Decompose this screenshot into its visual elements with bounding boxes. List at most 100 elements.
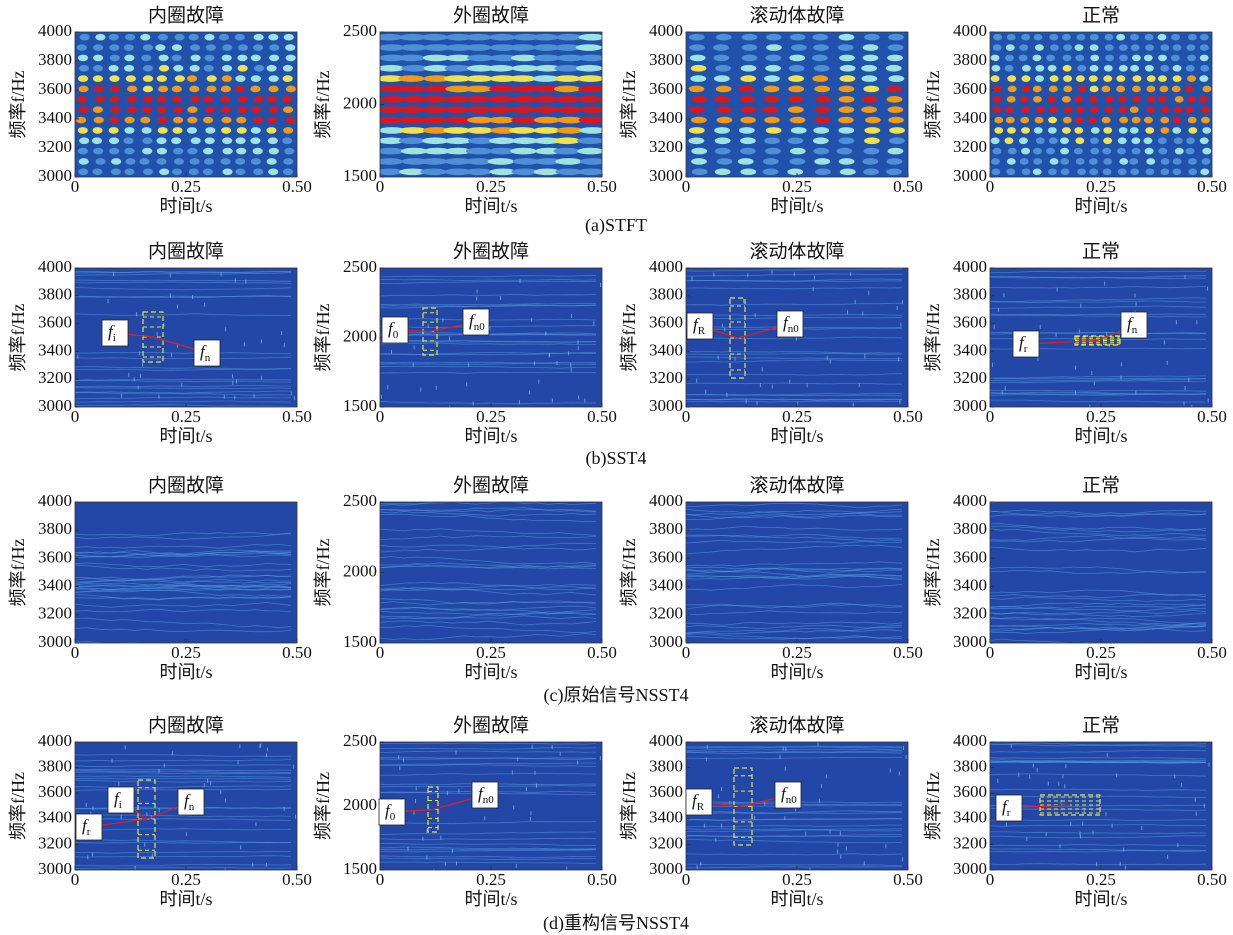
blob bbox=[421, 158, 448, 165]
blob bbox=[238, 96, 248, 103]
blob bbox=[95, 34, 105, 41]
blob bbox=[812, 55, 828, 62]
blob bbox=[187, 127, 197, 134]
blob bbox=[1185, 106, 1194, 113]
blob bbox=[1050, 75, 1059, 82]
blob bbox=[789, 158, 805, 165]
blob bbox=[790, 34, 806, 41]
blob bbox=[205, 127, 215, 134]
blob bbox=[1074, 127, 1083, 134]
blob bbox=[1158, 55, 1167, 62]
y-axis-label: 频率f/Hz bbox=[8, 538, 28, 606]
blob bbox=[1061, 169, 1070, 176]
x-tick-label: 0.50 bbox=[893, 643, 923, 662]
blob bbox=[222, 55, 232, 62]
blob bbox=[1005, 137, 1014, 144]
y-tick-label: 3800 bbox=[38, 50, 72, 69]
blob bbox=[1090, 44, 1099, 51]
blob bbox=[839, 55, 855, 62]
x-tick-label: 0 bbox=[71, 177, 80, 196]
x-axis-label: 时间t/s bbox=[464, 196, 517, 216]
blob bbox=[1171, 55, 1180, 62]
blob bbox=[238, 44, 248, 51]
blob bbox=[1105, 55, 1114, 62]
y-tick-label: 4000 bbox=[38, 491, 72, 510]
blob bbox=[1007, 34, 1016, 41]
blob bbox=[400, 127, 427, 134]
blob bbox=[1201, 117, 1210, 124]
x-axis-label: 时间t/s bbox=[1074, 662, 1127, 682]
blob bbox=[79, 65, 89, 72]
blob bbox=[576, 65, 603, 72]
y-tick-label: 3000 bbox=[953, 396, 987, 415]
blob bbox=[886, 65, 902, 72]
blob bbox=[1077, 65, 1086, 72]
annotation-sub: R bbox=[698, 325, 706, 337]
panel-title: 内圈故障 bbox=[148, 474, 224, 496]
blob bbox=[253, 44, 263, 51]
blob bbox=[1145, 127, 1154, 134]
y-tick-label: 3200 bbox=[38, 368, 72, 387]
blob bbox=[283, 158, 293, 165]
blob bbox=[814, 86, 830, 93]
y-tick-label: 4000 bbox=[38, 21, 72, 40]
blob bbox=[813, 148, 829, 155]
blob bbox=[887, 96, 903, 103]
blob bbox=[172, 44, 182, 51]
spectrogram-bg bbox=[75, 502, 297, 643]
annotation-sub: i bbox=[119, 799, 122, 811]
blob bbox=[1105, 44, 1114, 51]
blob bbox=[1174, 106, 1183, 113]
blob bbox=[1050, 158, 1059, 165]
blob bbox=[157, 117, 167, 124]
blob bbox=[740, 148, 756, 155]
blob bbox=[157, 148, 167, 155]
blob bbox=[1202, 127, 1211, 134]
blob bbox=[222, 169, 232, 176]
blob bbox=[554, 75, 581, 82]
blob bbox=[93, 44, 103, 51]
blob bbox=[554, 86, 581, 93]
x-tick-label: 0.25 bbox=[171, 643, 201, 662]
blob bbox=[788, 96, 804, 103]
x-tick-label: 0 bbox=[682, 643, 691, 662]
spectrogram bbox=[686, 32, 908, 177]
blob bbox=[421, 34, 448, 41]
spectrogram-bg bbox=[686, 32, 908, 177]
blob bbox=[284, 148, 294, 155]
blob bbox=[1006, 44, 1015, 51]
blob bbox=[1200, 55, 1209, 62]
blob bbox=[1133, 75, 1142, 82]
blob bbox=[1062, 34, 1071, 41]
blob bbox=[791, 127, 807, 134]
blob bbox=[187, 117, 197, 124]
y-tick-label: 3400 bbox=[649, 576, 683, 595]
blob bbox=[1075, 44, 1084, 51]
blob bbox=[221, 158, 231, 165]
blob bbox=[143, 169, 153, 176]
blob bbox=[688, 86, 704, 93]
blob bbox=[204, 34, 214, 41]
y-tick-label: 3400 bbox=[953, 808, 987, 827]
blob bbox=[840, 75, 856, 82]
y-axis-label: 频率f/Hz bbox=[923, 772, 943, 840]
blob bbox=[994, 117, 1003, 124]
blob bbox=[173, 148, 183, 155]
blob bbox=[812, 34, 828, 41]
blob bbox=[788, 86, 804, 93]
blob bbox=[864, 34, 880, 41]
x-tick-label: 0.25 bbox=[476, 407, 506, 426]
y-tick-label: 3800 bbox=[649, 50, 683, 69]
blob bbox=[1103, 127, 1112, 134]
annotation-sub: i bbox=[113, 332, 116, 344]
blob bbox=[862, 96, 878, 103]
x-tick-label: 0.25 bbox=[476, 870, 506, 889]
y-tick-label: 3800 bbox=[953, 519, 987, 538]
caption: (a)STFT bbox=[585, 215, 647, 236]
blob bbox=[533, 55, 560, 62]
blob bbox=[421, 117, 448, 124]
blob bbox=[1060, 158, 1069, 165]
blob bbox=[691, 117, 707, 124]
blob bbox=[1105, 96, 1114, 103]
blob bbox=[765, 65, 781, 72]
